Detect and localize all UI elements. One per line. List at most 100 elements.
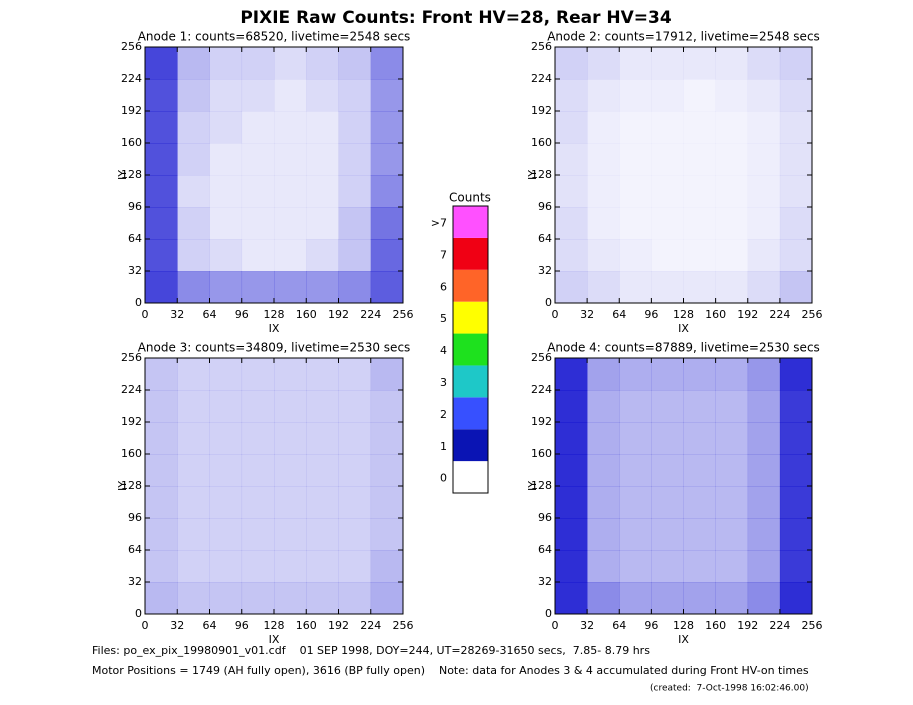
heat-cell: [747, 143, 781, 176]
heat-cell: [145, 390, 178, 423]
colorbar-frame: [452, 205, 489, 494]
heat-cell: [747, 47, 781, 80]
heat-cell: [747, 271, 781, 304]
heat-cell: [779, 582, 813, 615]
footer-created: (created: 7-Oct-1998 16:02:46.00): [650, 684, 809, 694]
colorbar-swatch: [453, 237, 488, 270]
heat-cell: [306, 143, 339, 176]
heat-cell: [241, 207, 275, 240]
colorbar-label: 5: [440, 312, 447, 325]
y-tick-label: 192: [121, 104, 142, 117]
heat-cell: [338, 358, 372, 391]
colorbar-label: 7: [440, 248, 447, 261]
heat-cell: [715, 518, 749, 551]
heat-cell: [715, 79, 749, 112]
heat-cell: [555, 79, 588, 112]
colorbar-label: >7: [431, 217, 447, 230]
heat-cell: [683, 79, 716, 112]
heat-cell: [145, 486, 178, 519]
heat-cell: [145, 422, 178, 455]
figure-title: PIXIE Raw Counts: Front HV=28, Rear HV=3…: [240, 8, 672, 28]
heat-cell: [177, 207, 210, 240]
y-tick-label: 96: [538, 200, 552, 213]
colorbar-label: 4: [440, 344, 447, 357]
heat-cell: [338, 422, 372, 455]
heat-cell: [177, 47, 210, 80]
heat-cell: [715, 454, 749, 487]
colorbar-swatch: [453, 461, 488, 493]
x-tick-label: 64: [203, 619, 217, 632]
x-tick-label: 160: [296, 619, 317, 632]
heat-cell: [779, 47, 813, 80]
heat-cell: [779, 271, 813, 304]
heat-cell: [145, 271, 178, 304]
heat-cell: [587, 422, 620, 455]
heat-cell: [683, 582, 716, 615]
heat-cell: [209, 143, 243, 176]
heat-cell: [177, 175, 210, 208]
heat-cell: [177, 111, 210, 144]
heat-cell: [241, 143, 275, 176]
heat-cell: [209, 47, 243, 80]
heat-cell: [274, 422, 307, 455]
heat-cell: [683, 454, 716, 487]
y-tick-label: 224: [531, 383, 552, 396]
heat-cell: [370, 422, 404, 455]
heat-cell: [370, 207, 404, 240]
heat-cell: [338, 239, 372, 272]
heat-cell: [779, 454, 813, 487]
heat-cell: [747, 358, 781, 391]
panel-title: Anode 2: counts=17912, livetime=2548 sec…: [547, 30, 820, 44]
heat-cell: [587, 79, 620, 112]
heat-cell: [209, 175, 243, 208]
colorbar-swatch: [453, 301, 488, 334]
heat-cell: [619, 175, 652, 208]
heat-cell: [209, 111, 243, 144]
y-tick-label: 224: [531, 72, 552, 85]
y-axis-label: IY: [116, 481, 129, 491]
heat-cell: [177, 239, 210, 272]
heat-cell: [209, 486, 243, 519]
heat-cell: [747, 390, 781, 423]
y-tick-label: 256: [121, 351, 142, 364]
x-tick-label: 256: [802, 619, 823, 632]
heat-cell: [555, 422, 588, 455]
heat-cell: [306, 271, 339, 304]
x-tick-label: 256: [802, 308, 823, 321]
panel-title: Anode 3: counts=34809, livetime=2530 sec…: [138, 341, 411, 355]
heat-cell: [555, 175, 588, 208]
heat-cell: [715, 47, 749, 80]
heat-cell: [145, 79, 178, 112]
heat-cell: [683, 486, 716, 519]
heat-cell: [370, 582, 404, 615]
heat-cell: [177, 271, 210, 304]
heat-cell: [177, 550, 210, 583]
heat-cell: [209, 79, 243, 112]
heat-cell: [177, 358, 210, 391]
heat-cell: [370, 239, 404, 272]
x-tick-label: 96: [644, 308, 658, 321]
heat-cell: [587, 454, 620, 487]
heat-cell: [619, 518, 652, 551]
heat-cell: [274, 175, 307, 208]
heat-cell: [241, 239, 275, 272]
colorbar-label: 0: [440, 472, 447, 485]
heat-cell: [651, 47, 684, 80]
heat-cell: [683, 239, 716, 272]
heat-cell: [241, 390, 275, 423]
x-tick-label: 224: [769, 308, 790, 321]
heat-cell: [241, 358, 275, 391]
y-tick-label: 64: [538, 232, 552, 245]
heat-cell: [715, 207, 749, 240]
heat-cell: [683, 175, 716, 208]
heat-cell: [209, 454, 243, 487]
y-tick-label: 160: [121, 447, 142, 460]
heat-cell: [145, 47, 178, 80]
heat-cell: [747, 111, 781, 144]
colorbar-title: Counts: [449, 191, 491, 205]
y-tick-label: 32: [538, 575, 552, 588]
heat-cell: [683, 390, 716, 423]
x-axis-label: IX: [678, 322, 689, 335]
heat-cell: [779, 422, 813, 455]
heat-cell: [241, 518, 275, 551]
